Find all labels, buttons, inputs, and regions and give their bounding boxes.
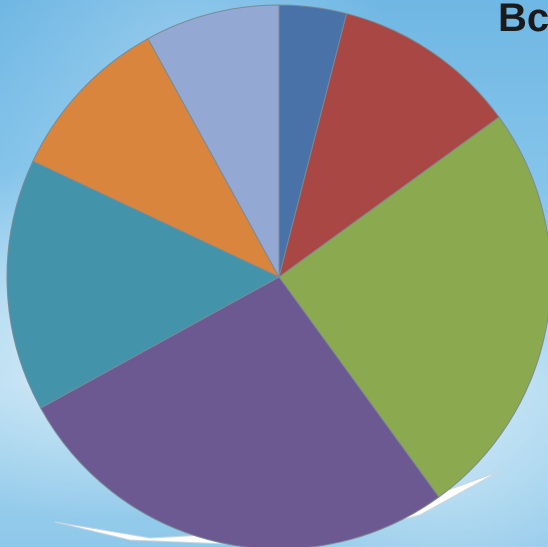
pie-slice-6: [32, 37, 281, 279]
page-title-fragment: Bc: [498, 0, 548, 40]
pie-slice-7: [147, 4, 280, 278]
pie-slice-2: [278, 12, 500, 279]
pie-slice-5: [6, 160, 281, 409]
pie-slice-4: [39, 276, 440, 547]
pie-slices: [6, 4, 548, 547]
